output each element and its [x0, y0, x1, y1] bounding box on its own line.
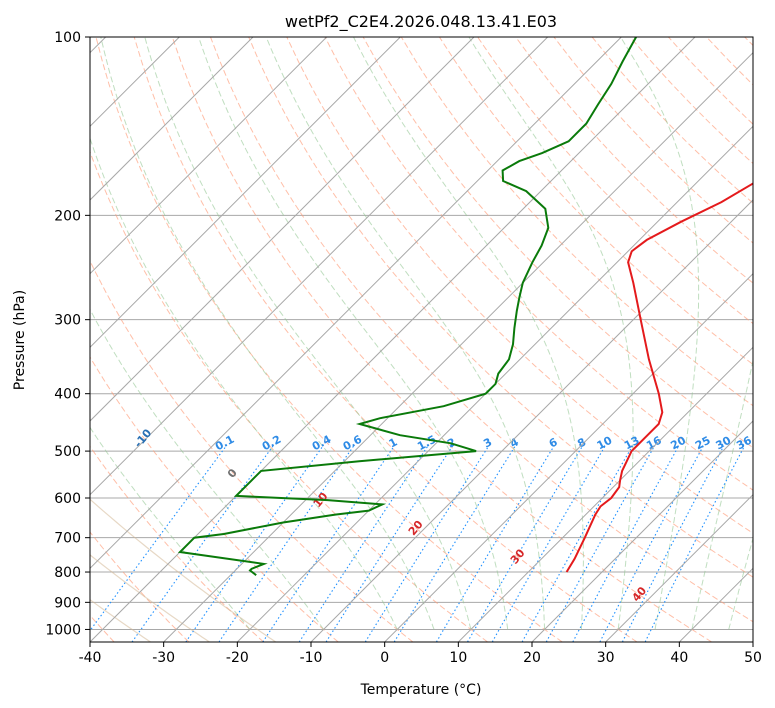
y-tick-label: 400: [54, 387, 81, 403]
isotherm-line: [163, 51, 753, 642]
y-tick-label: 800: [54, 565, 81, 581]
isotherm-line: [90, 37, 549, 496]
x-axis-label: Temperature (°C): [360, 682, 482, 698]
auxiliary-curve: [90, 554, 210, 642]
y-tick-label: 900: [54, 595, 81, 611]
mixing-ratio-label: 30: [714, 434, 734, 453]
moist-adiabat-line: [353, 37, 584, 630]
isotherm-line: [605, 493, 753, 642]
dry-adiabat-line: [515, 37, 753, 284]
mixing-ratio-label: 25: [693, 434, 713, 453]
y-tick-label: 500: [54, 444, 81, 460]
dewpoint-trace: [177, 37, 637, 576]
moist-adiabat-line: [265, 37, 546, 630]
mixing-ratio-line: [364, 445, 490, 642]
isotherm-line: [90, 37, 328, 275]
mixing-ratio-label: 20: [668, 434, 688, 453]
mixing-ratio-label: 16: [644, 434, 664, 453]
x-tick-label: 20: [523, 650, 541, 666]
dry-adiabat-line: [210, 37, 753, 623]
mixing-ratio-line: [325, 445, 454, 642]
mixing-ratio-line: [435, 445, 555, 642]
moist-adiabat-line: [620, 37, 700, 630]
x-axis-ticks: -40 -30 -20 -10 0 10 20 30 40 50: [79, 642, 762, 666]
dry-adiabat-line: [90, 150, 488, 642]
dry-adiabat-line: [400, 37, 753, 407]
isotherm-line: [236, 125, 753, 642]
mixing-ratio-line: [298, 445, 429, 642]
moist-adiabat-line: [691, 358, 753, 630]
moist-adiabat-line: [198, 37, 509, 630]
y-tick-label: 200: [54, 208, 81, 224]
isotherm-line: [90, 37, 475, 422]
x-tick-label: 40: [670, 650, 688, 666]
x-tick-label: -40: [79, 650, 102, 666]
x-tick-label: 30: [597, 650, 615, 666]
mixing-ratio-line: [131, 445, 274, 642]
y-axis-label: Pressure (hPa): [12, 290, 28, 390]
x-tick-label: -20: [226, 650, 249, 666]
y-tick-label: 100: [54, 30, 81, 46]
temperature-trace: [565, 182, 753, 573]
y-tick-label: 700: [54, 531, 81, 547]
x-tick-label: -30: [152, 650, 175, 666]
dry-adiabat-line: [90, 356, 339, 642]
y-tick-label: 600: [54, 491, 81, 507]
isotherm-line: [90, 37, 622, 570]
dry-adiabat-line: [95, 37, 563, 642]
isotherm-line: [384, 272, 753, 642]
moist-adiabat-line: [90, 426, 251, 630]
dry-adiabat-line: [248, 37, 753, 578]
auxiliary-curve: [90, 498, 277, 642]
mixing-ratio-line: [621, 445, 725, 642]
mixing-ratio-line: [218, 445, 355, 642]
mixing-ratio-line: [262, 445, 395, 642]
isotherm-line: [90, 37, 401, 349]
moist-adiabat-line: [90, 136, 398, 630]
x-tick-label: 50: [744, 650, 762, 666]
y-tick-label: 300: [54, 313, 81, 329]
isotherm-line: [90, 37, 254, 201]
isotherm-line: [310, 199, 753, 642]
mixing-ratio-line: [644, 445, 746, 642]
x-tick-label: 10: [449, 650, 467, 666]
moist-adiabat-line: [468, 37, 634, 630]
mixing-ratio-line: [467, 445, 584, 642]
chart-title: wetPf2_C2E4.2026.048.13.41.E03: [285, 12, 557, 32]
dry-adiabat-line: [90, 445, 264, 642]
isotherm-line: [531, 420, 753, 642]
plot-frame: [89, 36, 754, 643]
y-tick-label: 1000: [45, 622, 81, 638]
dry-adiabat-line: [133, 37, 638, 642]
mixing-ratio-label: 36: [734, 434, 754, 453]
mixing-ratio-label: 10: [595, 434, 615, 453]
mixing-ratio-label: 13: [622, 434, 642, 453]
y-axis-ticks: 100 200 300 400 500 600 700 800 900 1000: [45, 30, 90, 638]
x-tick-label: -10: [300, 650, 323, 666]
x-tick-label: 0: [380, 650, 389, 666]
mixing-ratio-line: [545, 445, 656, 642]
dry-adiabat-line: [90, 531, 190, 642]
moist-adiabat-line: [100, 37, 435, 630]
isotherm-line: [457, 346, 753, 642]
dry-adiabat-line: [438, 37, 753, 366]
mixing-ratio-line: [185, 445, 324, 642]
mixing-ratio-line: [521, 445, 633, 642]
